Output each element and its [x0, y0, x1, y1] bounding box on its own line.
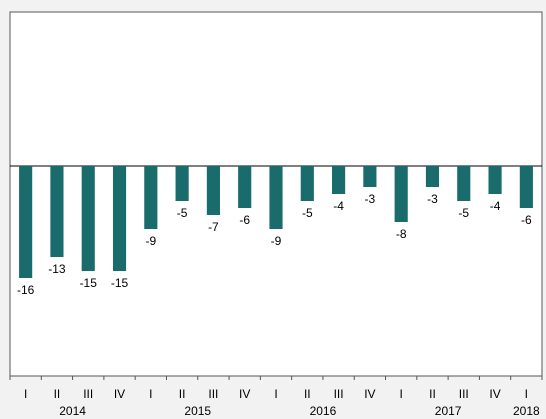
quarter-label: I	[24, 387, 27, 401]
year-label: 2016	[310, 404, 337, 418]
data-label: -9	[145, 234, 156, 248]
data-label: -15	[111, 276, 129, 290]
data-label: -6	[239, 213, 250, 227]
data-label: -5	[177, 206, 188, 220]
data-label: -15	[80, 276, 98, 290]
bar	[238, 166, 252, 208]
bar	[81, 166, 95, 271]
quarter-label: III	[208, 387, 218, 401]
bar	[50, 166, 64, 257]
bar	[112, 166, 127, 271]
year-label: 2014	[59, 404, 86, 418]
bar	[394, 166, 408, 222]
data-label: -3	[427, 192, 438, 206]
bar	[519, 166, 533, 208]
data-label: -7	[208, 220, 219, 234]
year-label: 2017	[435, 404, 462, 418]
bars	[19, 166, 533, 278]
quarter-label: I	[400, 387, 403, 401]
quarter-label: III	[83, 387, 93, 401]
data-label: -9	[271, 234, 282, 248]
bar	[19, 166, 33, 278]
quarter-label: II	[304, 387, 311, 401]
x-ticks	[9, 376, 543, 380]
year-labels: 2014 2015 2016 2017 2018	[59, 404, 540, 418]
bar	[269, 166, 283, 229]
year-label: 2018	[513, 404, 540, 418]
quarter-label: I	[525, 387, 528, 401]
bar	[488, 166, 502, 194]
bar	[363, 166, 377, 187]
data-labels: -16 -13 -15 -15 -9 -5 -7 -6 -9 -5 -4 -3 -8 -3 -5 -4 -6	[17, 192, 532, 297]
quarter-label: IV	[489, 387, 500, 401]
bar	[457, 166, 471, 201]
bar	[144, 166, 158, 229]
data-label: -3	[365, 192, 376, 206]
data-label: -13	[48, 262, 66, 276]
quarter-labels: I II III IV I II III IV I II III IV I II III IV I	[24, 387, 528, 401]
bar	[300, 166, 314, 201]
quarter-label: IV	[114, 387, 125, 401]
quarter-label: III	[334, 387, 344, 401]
data-label: -4	[333, 199, 344, 213]
data-label: -8	[396, 227, 407, 241]
quarter-label: II	[179, 387, 186, 401]
quarter-label: III	[459, 387, 469, 401]
data-label: -6	[521, 213, 532, 227]
quarter-label: II	[54, 387, 61, 401]
quarter-label: I	[274, 387, 277, 401]
data-label: -5	[302, 206, 313, 220]
quarter-label: IV	[239, 387, 250, 401]
data-label: -4	[490, 199, 501, 213]
bar	[206, 166, 220, 215]
quarter-label: IV	[364, 387, 375, 401]
bar	[425, 166, 440, 187]
bar	[175, 166, 189, 201]
quarter-label: II	[429, 387, 436, 401]
year-label: 2015	[184, 404, 211, 418]
data-label: -5	[458, 206, 469, 220]
data-label: -16	[17, 283, 35, 297]
quarter-label: I	[149, 387, 152, 401]
bar	[332, 166, 346, 194]
